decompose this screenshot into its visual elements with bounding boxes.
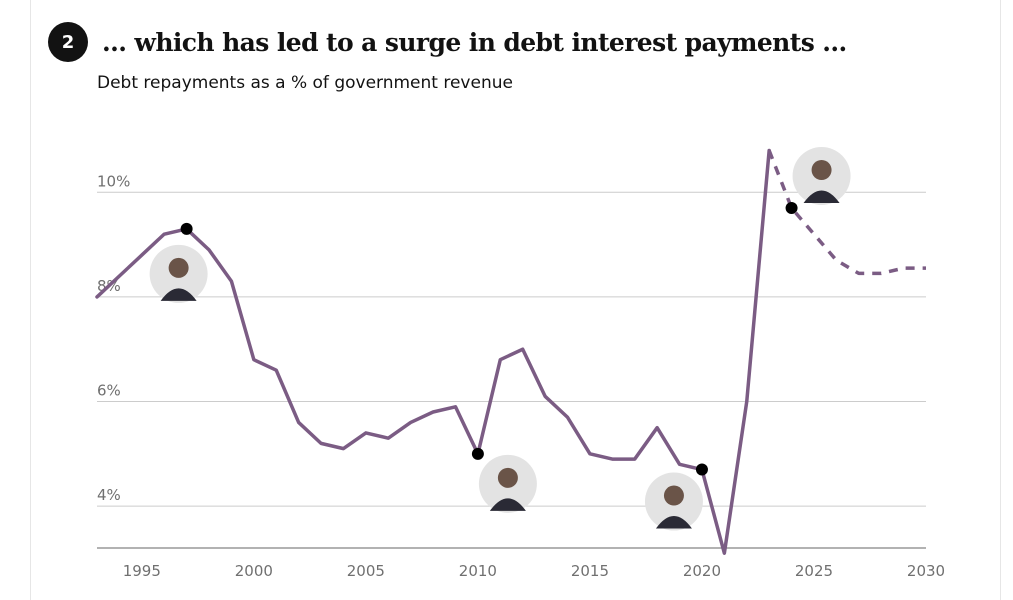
x-tick-label-1995: 1995 bbox=[123, 562, 161, 580]
x-tick-label-2030: 2030 bbox=[907, 562, 945, 580]
frame-left-rule bbox=[30, 0, 31, 600]
chart-title: ... which has led to a surge in debt int… bbox=[102, 27, 847, 57]
x-tick-label-2025: 2025 bbox=[795, 562, 833, 580]
chancellor-portrait-icon-2-shoulders bbox=[489, 498, 526, 511]
x-tick-label-2020: 2020 bbox=[683, 562, 721, 580]
chart-subtitle: Debt repayments as a % of government rev… bbox=[97, 73, 513, 93]
marker-point-2024 bbox=[785, 202, 798, 214]
chart-number-badge: 2 bbox=[48, 22, 88, 62]
frame-right-rule bbox=[1000, 0, 1001, 600]
x-tick-label-2015: 2015 bbox=[571, 562, 609, 580]
marker-point-2010 bbox=[471, 447, 484, 460]
chancellor-portrait-icon-1-shoulders bbox=[160, 288, 197, 301]
marker-point-2020 bbox=[695, 463, 708, 476]
chancellor-portrait-icon-3-shoulders bbox=[655, 516, 692, 529]
x-tick-label-2010: 2010 bbox=[459, 562, 497, 580]
chart-header: 2 ... which has led to a surge in debt i… bbox=[48, 22, 847, 62]
chancellor-portrait-icon-2-head bbox=[497, 467, 518, 488]
series-line-actual bbox=[95, 148, 771, 555]
chancellor-portrait-icon-3-head bbox=[663, 485, 684, 506]
series-line-forecast bbox=[767, 149, 926, 276]
marker-point-1997 bbox=[180, 222, 193, 235]
x-tick-label-2005: 2005 bbox=[347, 562, 385, 580]
x-tick-label-2000: 2000 bbox=[235, 562, 273, 580]
y-tick-label-4: 4% bbox=[97, 486, 121, 504]
chancellor-portrait-icon-1-head bbox=[168, 257, 189, 278]
y-tick-label-10: 10% bbox=[97, 172, 130, 190]
chancellor-portrait-icon-4-head bbox=[811, 160, 832, 180]
chancellor-portrait-icon-4-shoulders bbox=[803, 190, 840, 203]
y-tick-label-6: 6% bbox=[97, 382, 121, 400]
